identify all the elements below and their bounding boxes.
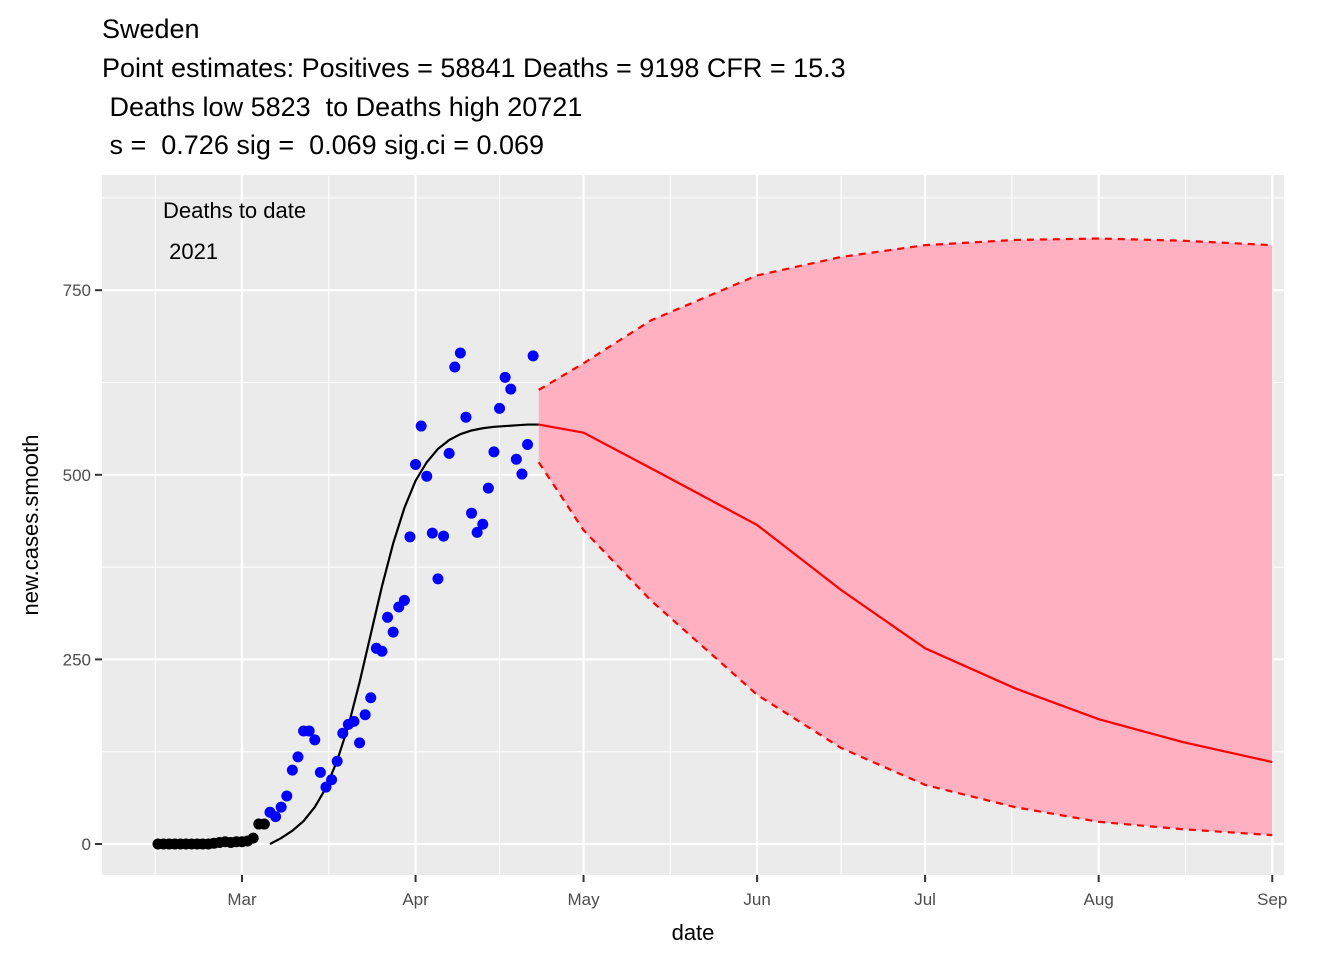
point bbox=[488, 446, 500, 458]
point bbox=[348, 715, 360, 727]
point bbox=[387, 626, 399, 638]
line bbox=[538, 423, 1273, 764]
band-lower bbox=[537, 461, 1273, 837]
x-tick-label: Sep bbox=[1257, 890, 1287, 909]
x-axis-title: date bbox=[672, 920, 715, 945]
point bbox=[460, 411, 472, 423]
title-line: Sweden bbox=[102, 14, 200, 44]
point bbox=[516, 468, 528, 480]
x-tick-label: Jun bbox=[743, 890, 770, 909]
title-line: Deaths low 5823 to Deaths high 20721 bbox=[102, 92, 582, 122]
point bbox=[499, 371, 511, 383]
annotation: 2021 bbox=[163, 239, 218, 264]
point bbox=[359, 709, 371, 721]
point bbox=[471, 526, 483, 538]
band bbox=[538, 238, 1273, 836]
point bbox=[415, 420, 427, 432]
point bbox=[281, 790, 293, 802]
point bbox=[314, 766, 326, 778]
x-tick-label: May bbox=[567, 890, 600, 909]
y-axis-title: new.cases.smooth bbox=[18, 435, 43, 616]
point bbox=[303, 725, 315, 737]
point bbox=[331, 755, 343, 767]
point bbox=[494, 402, 506, 414]
point bbox=[376, 645, 388, 657]
title-line: s = 0.726 sig = 0.069 sig.ci = 0.069 bbox=[102, 130, 544, 160]
x-tick-label: Aug bbox=[1084, 890, 1114, 909]
point bbox=[326, 774, 338, 786]
title-line: Point estimates: Positives = 58841 Death… bbox=[102, 53, 846, 83]
point bbox=[275, 801, 287, 813]
y-tick-label: 500 bbox=[63, 466, 91, 485]
point bbox=[482, 482, 494, 494]
y-tick-label: 750 bbox=[63, 281, 91, 300]
point bbox=[466, 507, 478, 519]
x-tick-label: Apr bbox=[402, 890, 429, 909]
point bbox=[505, 383, 517, 395]
point bbox=[522, 439, 534, 451]
point bbox=[337, 727, 349, 739]
point bbox=[382, 611, 394, 623]
point bbox=[247, 832, 259, 844]
point bbox=[270, 811, 282, 823]
point bbox=[421, 470, 433, 482]
point bbox=[527, 350, 539, 362]
point bbox=[398, 594, 410, 606]
point bbox=[477, 518, 489, 530]
point bbox=[449, 361, 461, 373]
marks bbox=[152, 237, 1273, 850]
point bbox=[365, 692, 377, 704]
point bbox=[309, 734, 321, 746]
point bbox=[258, 818, 270, 830]
band-upper bbox=[538, 237, 1273, 391]
point bbox=[426, 527, 438, 539]
y-tick-label: 250 bbox=[63, 650, 91, 669]
point bbox=[454, 347, 466, 359]
x-tick-label: Jul bbox=[914, 890, 936, 909]
point bbox=[404, 531, 416, 543]
point bbox=[410, 458, 422, 470]
annotation: Deaths to date bbox=[163, 198, 306, 223]
y-tick-label: 0 bbox=[82, 835, 91, 854]
point bbox=[510, 453, 522, 465]
line bbox=[269, 423, 539, 845]
point bbox=[292, 751, 304, 763]
point bbox=[432, 573, 444, 585]
x-tick-label: Mar bbox=[227, 890, 257, 909]
point bbox=[438, 530, 450, 542]
point bbox=[443, 447, 455, 459]
point bbox=[286, 764, 298, 776]
point bbox=[354, 737, 366, 749]
